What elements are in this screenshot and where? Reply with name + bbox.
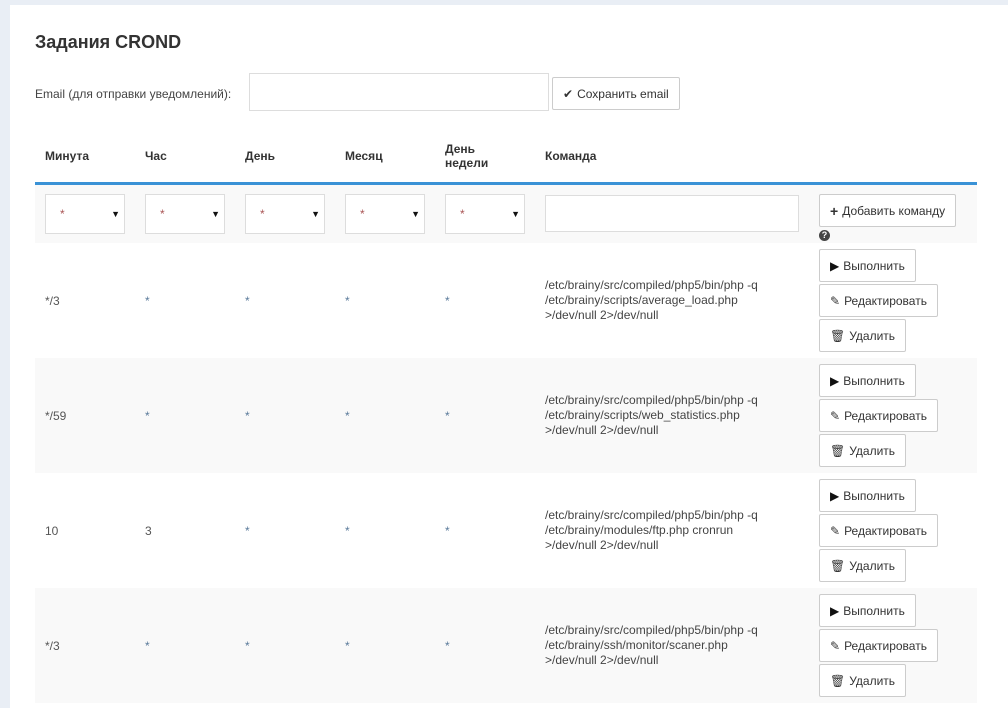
hour-cell: * [135,588,235,703]
weekday-cell: * [435,358,535,473]
hour-cell: * [145,293,150,308]
crond-panel: Задания CROND Email (для отправки уведом… [10,5,1008,708]
table-row: 10 3 * * * /etc/brainy/src/compiled/php5/bin/… [35,473,977,588]
delete-button[interactable]: 🗑 Удалить [819,549,907,582]
table-row: */59 * * * */etc/brainy/src/compiled/php5/bi… [35,358,977,473]
play-icon: ▶ [830,373,840,388]
col-weekday: День недели [435,130,535,185]
delete-button[interactable]: 🗑 Удалить [819,664,907,697]
pencil-icon: ✎ [830,638,841,653]
filter-row: * ▼ * ▼ * ▼ * ▼ * ▼ + Добавить команду? [35,183,977,243]
month-select[interactable]: * ▼ [345,193,425,234]
email-label: Email (для отправки уведомлений): [35,87,232,101]
help-icon[interactable]: ? [819,230,830,242]
save-email-button[interactable]: ✔ Сохранить email [552,77,680,110]
day-cell: * [245,523,250,538]
command-input[interactable] [545,195,799,233]
caret-down-icon: ▼ [511,208,520,219]
pencil-icon: ✎ [830,523,841,538]
caret-down-icon: ▼ [111,208,120,219]
run-button[interactable]: ▶ Выполнить [819,249,916,282]
minute-cell: 10 [45,523,59,538]
col-actions [809,130,977,185]
caret-down-icon: ▼ [411,208,420,219]
minute-cell: */59 [35,358,135,473]
col-hour: Час [135,130,235,185]
command-cell: /etc/brainy/src/compiled/php5/bin/php -q… [545,508,758,552]
day-cell: * [245,293,250,308]
month-cell: * [335,358,435,473]
edit-button[interactable]: ✎ Редактировать [819,284,938,317]
trash-icon: 🗑 [830,443,846,458]
run-button[interactable]: ▶ Выполнить [819,364,916,397]
minute-cell: */3 [35,588,135,703]
run-button[interactable]: ▶ Выполнить [819,479,916,512]
weekday-cell: * [445,293,450,308]
day-cell: * [235,588,335,703]
minute-cell: */3 [45,293,60,308]
weekday-cell: * [435,588,535,703]
add-command-button[interactable]: + Добавить команду [819,194,957,228]
check-icon: ✔ [563,86,574,101]
cron-table: Минута Час День Месяц День недели Команд… [35,130,977,703]
caret-down-icon: ▼ [211,208,220,219]
play-icon: ▶ [830,258,840,273]
edit-button[interactable]: ✎ Редактировать [819,399,938,432]
month-cell: * [345,523,350,538]
command-cell: /etc/brainy/src/compiled/php5/bin/php -q… [535,358,809,473]
table-row: */3 * * * */etc/brainy/src/compiled/php5/bin… [35,588,977,703]
delete-button[interactable]: 🗑 Удалить [819,434,907,467]
run-button[interactable]: ▶ Выполнить [819,594,916,627]
pencil-icon: ✎ [830,293,841,308]
delete-button[interactable]: 🗑 Удалить [819,319,907,352]
trash-icon: 🗑 [830,328,846,343]
command-cell: /etc/brainy/src/compiled/php5/bin/php -q… [535,588,809,703]
play-icon: ▶ [830,488,840,503]
plus-icon: + [830,202,839,219]
table-row: */3 * * * * /etc/brainy/src/compiled/php5/bin… [35,243,977,358]
play-icon: ▶ [830,603,840,618]
month-cell: * [335,588,435,703]
month-cell: * [345,293,350,308]
command-cell: /etc/brainy/src/compiled/php5/bin/php -q… [545,278,758,322]
col-minute: Минута [35,130,135,185]
weekday-cell: * [445,523,450,538]
trash-icon: 🗑 [830,673,846,688]
minute-select[interactable]: * ▼ [45,193,125,234]
page-title: Задания CROND [35,32,182,52]
email-input[interactable] [249,73,549,111]
col-command: Команда [535,130,809,185]
caret-down-icon: ▼ [311,208,320,219]
col-day: День [235,130,335,185]
day-select[interactable]: * ▼ [245,193,325,234]
edit-button[interactable]: ✎ Редактировать [819,629,938,662]
day-cell: * [235,358,335,473]
col-month: Месяц [335,130,435,185]
weekday-select[interactable]: * ▼ [445,193,525,234]
trash-icon: 🗑 [830,558,846,573]
pencil-icon: ✎ [830,408,841,423]
edit-button[interactable]: ✎ Редактировать [819,514,938,547]
hour-cell: 3 [145,523,152,538]
hour-select[interactable]: * ▼ [145,193,225,234]
hour-cell: * [135,358,235,473]
